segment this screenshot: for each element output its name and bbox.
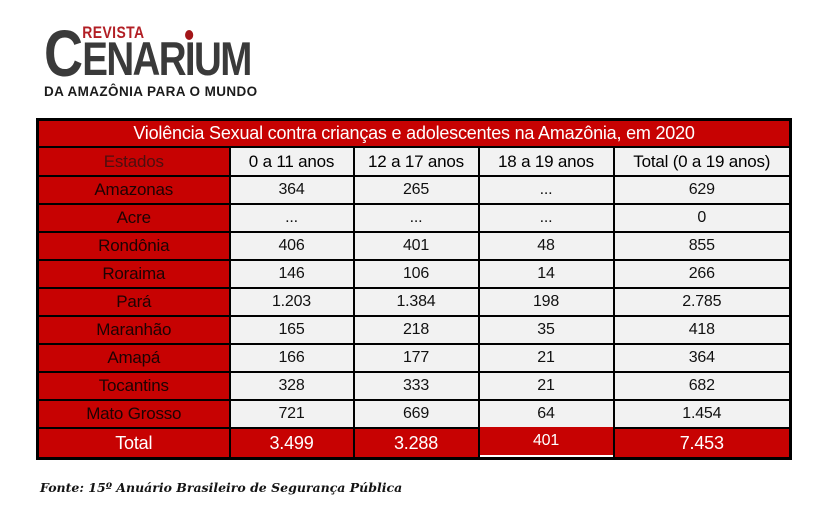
state-cell: Mato Grosso [36, 399, 231, 429]
table-row-para: Pará 1.203 1.384 198 2.785 [36, 287, 792, 317]
column-header-estados: Estados [36, 146, 231, 177]
state-cell: Rondônia [36, 231, 231, 261]
value-cell: 1.454 [612, 399, 792, 429]
value-cell: ... [352, 203, 480, 233]
table-title: Violência Sexual contra crianças e adole… [36, 118, 792, 148]
value-cell: 218 [352, 315, 480, 345]
table-row-rondonia: Rondônia 406 401 48 855 [36, 231, 792, 261]
value-cell: ... [477, 203, 615, 233]
value-cell: 48 [477, 231, 615, 261]
red-dot-icon [185, 30, 194, 40]
total-value-cell: 7.453 [612, 427, 792, 460]
value-cell: 14 [477, 259, 615, 289]
value-cell: 35 [477, 315, 615, 345]
table-row-maranhao: Maranhão 165 218 35 418 [36, 315, 792, 345]
state-cell: Tocantins [36, 371, 231, 401]
value-cell: 266 [612, 259, 792, 289]
value-cell: 364 [228, 175, 355, 205]
value-cell: 629 [612, 175, 792, 205]
value-cell: ... [477, 175, 615, 205]
value-cell: 265 [352, 175, 480, 205]
value-cell: 198 [477, 287, 615, 317]
value-cell: 669 [352, 399, 480, 429]
value-cell: 1.203 [228, 287, 355, 317]
state-cell: Roraima [36, 259, 231, 289]
table-row-total: Total 3.499 3.288 401 7.453 [36, 425, 792, 460]
value-cell: 721 [228, 399, 355, 429]
column-header-18-19: 18 a 19 anos [477, 146, 615, 177]
value-cell: 21 [477, 371, 615, 401]
table-header-row: Estados 0 a 11 anos 12 a 17 anos 18 a 19… [36, 146, 792, 177]
column-header-total: Total (0 a 19 anos) [612, 146, 792, 177]
table-row-acre: Acre ... ... ... 0 [36, 203, 792, 233]
state-cell: Pará [36, 287, 231, 317]
value-cell: ... [228, 203, 355, 233]
value-cell: 165 [228, 315, 355, 345]
logo-tagline: DA AMAZÔNIA PARA O MUNDO [44, 83, 258, 99]
state-cell: Amazonas [36, 175, 231, 205]
value-cell: 333 [352, 371, 480, 401]
value-cell: 401 [352, 231, 480, 261]
column-header-0-11: 0 a 11 anos [228, 146, 355, 177]
value-cell: 106 [352, 259, 480, 289]
table-row-tocantins: Tocantins 328 333 21 682 [36, 371, 792, 401]
cenarium-wordmark: C REVISTA ENAR IUM [44, 15, 252, 90]
table-row-amapa: Amapá 166 177 21 364 [36, 343, 792, 373]
table-row-mato-grosso: Mato Grosso 721 669 64 1.454 [36, 399, 792, 429]
value-cell: 21 [477, 343, 615, 373]
total-value-cell: 3.499 [228, 427, 355, 460]
value-cell: 2.785 [612, 287, 792, 317]
state-cell: Maranhão [36, 315, 231, 345]
value-cell: 146 [228, 259, 355, 289]
state-cell: Amapá [36, 343, 231, 373]
state-cell: Acre [36, 203, 231, 233]
table-row-roraima: Roraima 146 106 14 266 [36, 259, 792, 289]
value-cell: 0 [612, 203, 792, 233]
revista-wordmark: REVISTA [82, 23, 145, 42]
total-label-cell: Total [36, 427, 231, 460]
logo-letter-c: C [44, 15, 83, 90]
value-cell: 406 [228, 231, 355, 261]
value-cell: 418 [612, 315, 792, 345]
value-cell: 364 [612, 343, 792, 373]
value-cell: 177 [352, 343, 480, 373]
table-row-amazonas: Amazonas 364 265 ... 629 [36, 175, 792, 205]
violence-data-table: Violência Sexual contra crianças e adole… [36, 118, 793, 460]
value-cell: 855 [612, 231, 792, 261]
cenarium-logo: C REVISTA ENAR IUM DA AMAZÔNIA PARA O MUN… [44, 15, 296, 99]
value-cell: 328 [228, 371, 355, 401]
column-header-12-17: 12 a 17 anos [352, 146, 480, 177]
value-cell: 1.384 [352, 287, 480, 317]
source-note: Fonte: 15º Anuário Brasileiro de Seguran… [40, 480, 403, 495]
value-cell: 64 [477, 399, 615, 429]
enarium-wordmark: ENAR IUM [82, 30, 252, 85]
value-cell: 682 [612, 371, 792, 401]
table-title-row: Violência Sexual contra crianças e adole… [36, 118, 792, 148]
total-value-cell: 3.288 [352, 427, 480, 460]
total-value-cell: 401 [477, 425, 615, 458]
value-cell: 166 [228, 343, 355, 373]
